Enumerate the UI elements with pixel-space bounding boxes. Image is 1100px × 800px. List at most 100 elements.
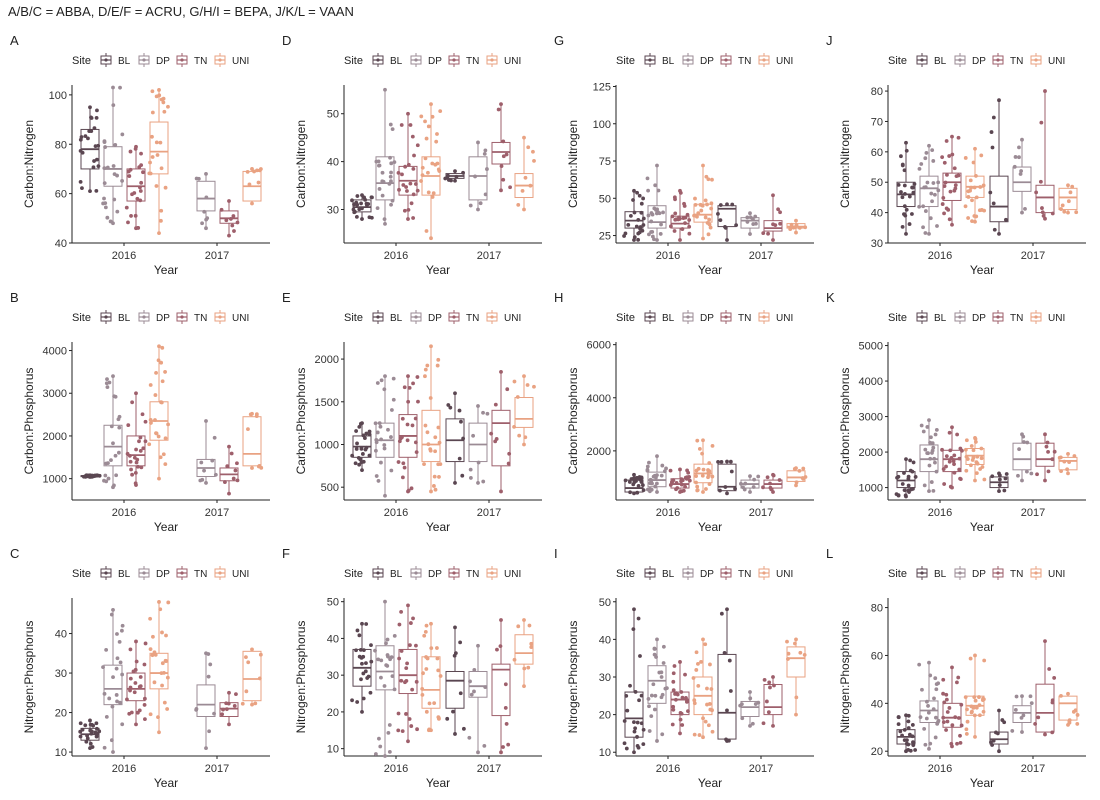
- data-point: [678, 467, 682, 472]
- data-point: [753, 702, 758, 706]
- data-point: [956, 135, 961, 140]
- data-point: [748, 724, 752, 728]
- data-point: [134, 659, 139, 664]
- data-point: [904, 231, 908, 236]
- data-point: [377, 187, 382, 191]
- box-dp-2017: [468, 404, 490, 485]
- x-tick-label: 2016: [112, 763, 136, 775]
- data-point: [220, 712, 225, 717]
- data-point: [515, 395, 520, 399]
- data-point: [425, 656, 430, 661]
- data-point: [982, 208, 987, 213]
- data-point: [703, 642, 708, 647]
- y-tick-label: 4000: [43, 346, 67, 358]
- data-point: [385, 637, 390, 642]
- legend-label: TN: [194, 313, 207, 324]
- data-point: [1066, 199, 1071, 204]
- legend-label: TN: [194, 569, 207, 580]
- data-point: [162, 700, 167, 705]
- box-body: [1012, 442, 1032, 471]
- box-body: [786, 646, 806, 678]
- data-point: [95, 108, 99, 113]
- data-point: [411, 216, 416, 220]
- y-tick-label: 4000: [587, 393, 611, 405]
- data-point: [632, 720, 636, 724]
- legend-key-uni: UNI: [1030, 310, 1065, 324]
- data-point: [963, 204, 968, 209]
- data-point: [355, 441, 359, 446]
- box-dp-2016: [919, 418, 939, 494]
- data-point: [947, 706, 952, 710]
- data-point: [101, 201, 106, 206]
- panel-letter: F: [282, 546, 290, 561]
- data-point: [499, 618, 503, 622]
- data-point: [499, 164, 504, 169]
- data-point: [396, 728, 401, 733]
- data-point: [517, 433, 522, 438]
- data-point: [942, 211, 946, 216]
- data-point: [522, 207, 526, 212]
- data-point: [944, 464, 948, 469]
- data-point: [660, 463, 665, 468]
- box-uni-2016: [420, 621, 443, 733]
- box-dp-2016: [646, 637, 669, 743]
- data-point: [671, 671, 676, 676]
- data-point: [400, 475, 405, 480]
- panel-letter: G: [554, 33, 564, 48]
- data-point: [1010, 729, 1015, 733]
- x-axis-label: Year: [426, 520, 450, 534]
- legend-title: Site: [344, 568, 363, 580]
- data-point: [924, 151, 929, 155]
- x-axis-label: Year: [698, 263, 722, 277]
- data-point: [461, 726, 466, 731]
- legend-label: UNI: [1048, 56, 1065, 67]
- data-point: [140, 412, 145, 417]
- data-point: [982, 658, 987, 663]
- data-point: [496, 107, 501, 112]
- data-point: [235, 461, 239, 466]
- data-point: [646, 188, 650, 193]
- box-body: [942, 449, 962, 473]
- box-body: [1035, 683, 1055, 733]
- data-point: [423, 374, 427, 379]
- panel-letter: K: [826, 290, 835, 305]
- y-tick-label: 30: [327, 670, 339, 682]
- box-body: [693, 203, 713, 223]
- data-point: [433, 435, 438, 440]
- data-point: [399, 678, 404, 683]
- data-point: [111, 85, 115, 90]
- data-point: [392, 687, 397, 692]
- data-point: [701, 467, 706, 472]
- legend-label: BL: [118, 313, 131, 324]
- data-point: [389, 170, 393, 175]
- data-point: [944, 697, 949, 702]
- data-point: [207, 729, 212, 734]
- chart-panel-E: E Site BL DP TN UNI 500 1000 1500 2000 2016 2017 Yea…: [282, 290, 542, 534]
- data-point: [980, 465, 985, 469]
- y-tick-label: 80: [55, 139, 67, 151]
- data-point: [379, 378, 384, 383]
- data-point: [1066, 183, 1070, 188]
- data-point: [139, 465, 144, 470]
- data-point: [683, 672, 687, 677]
- data-point: [115, 632, 119, 636]
- data-point: [632, 188, 636, 193]
- data-point: [934, 427, 939, 432]
- data-point: [402, 208, 407, 213]
- data-point: [900, 163, 905, 168]
- data-point: [1003, 476, 1008, 481]
- data-point: [1020, 730, 1024, 734]
- data-point: [118, 85, 122, 90]
- box-bl-2016: [623, 472, 646, 496]
- data-point: [727, 658, 732, 663]
- data-point: [700, 473, 705, 478]
- y-tick-label: 3000: [859, 412, 883, 424]
- data-point: [94, 721, 99, 726]
- data-point: [632, 750, 636, 755]
- y-tick-label: 6000: [587, 340, 611, 352]
- legend-key-bl: BL: [372, 310, 403, 324]
- data-point: [498, 644, 503, 649]
- data-point: [954, 174, 959, 179]
- data-point: [357, 462, 362, 467]
- panel-letter: A: [10, 33, 19, 48]
